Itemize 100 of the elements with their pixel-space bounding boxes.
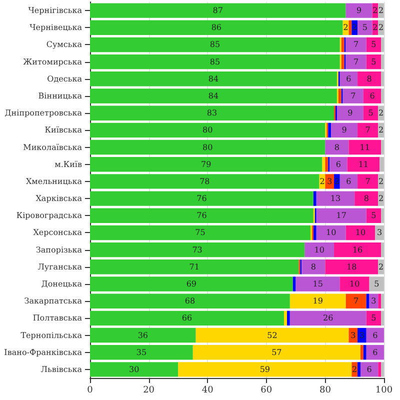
data-label: 6 [366,364,372,374]
data-label: 3 [377,228,382,238]
data-label: 84 [208,92,219,100]
data-label: 5 [374,280,380,288]
data-label: 80 [202,142,213,152]
data-label: 6 [346,176,352,186]
data-label: 7 [350,92,356,100]
data-label: 84 [208,74,219,84]
data-label: 17 [336,211,346,220]
y-tick-label: Миколаївська [23,142,82,152]
data-label: 75 [195,228,206,238]
x-tick-label: 20 [143,386,155,396]
y-tick-label: Івано-Франківська [4,348,82,357]
data-label: 10 [350,280,360,288]
data-label: 6 [336,160,341,169]
data-label: 10 [355,228,366,238]
data-label: 2 [352,23,358,32]
data-label: 3 [359,330,364,340]
data-label: 85 [210,40,220,50]
data-label: 76 [196,211,207,220]
data-label: 5 [371,211,376,220]
data-label: 5 [371,314,376,323]
data-label: 13 [330,194,341,204]
data-label: 86 [211,23,222,32]
data-label: 8 [310,262,316,272]
y-tick-label: Чернігівська [28,6,82,16]
data-label: 69 [186,280,197,288]
data-label: 2 [378,6,384,16]
data-label: 73 [192,245,202,254]
data-label: 8 [364,194,369,204]
data-label: 3 [327,176,332,186]
data-label: 2 [372,23,378,32]
data-label: 5 [371,40,376,50]
data-label: 2 [352,364,358,374]
y-tick-label: Дніпропетровська [4,108,82,118]
data-label: 5 [362,23,368,32]
y-tick-label: Сумська [46,40,82,50]
y-tick-label: Київська [44,126,82,135]
data-label: 2 [343,23,348,32]
data-label: 2 [372,6,378,16]
data-label: 8 [334,142,340,152]
data-label: 87 [212,6,223,16]
data-label: 5 [371,57,376,66]
data-label: 83 [206,108,218,118]
data-label: 7 [365,126,370,135]
data-label: 8 [366,74,372,84]
y-tick-label: Закарпатська [24,296,82,306]
y-tick-label: Херсонська [33,228,82,238]
y-tick-label: Житомирська [23,57,82,66]
data-label: 57 [272,348,282,357]
y-tick-label: Харківська [36,194,82,204]
data-label: 2 [378,23,384,32]
data-label: 36 [138,330,148,340]
data-label: 52 [267,330,278,340]
data-label: 68 [184,296,196,306]
data-label: 10 [326,228,336,238]
y-tick-label: Запорізька [36,245,82,254]
data-label: 10 [314,245,324,254]
y-tick-label: Одеська [47,74,82,84]
data-label: 2 [334,176,340,186]
data-label: 7 [354,40,359,50]
data-label: 76 [196,194,207,204]
data-label: 5 [368,108,374,118]
data-label: 78 [200,176,210,186]
data-label: 7 [365,176,370,186]
data-label: 66 [182,314,192,323]
y-tick-label: Полтавська [32,314,82,323]
data-label: 7 [354,57,359,66]
y-tick-label: м.Київ [54,160,82,169]
data-label: 59 [260,364,270,374]
data-label: 26 [323,314,334,323]
data-label: 18 [346,262,357,272]
data-label: 6 [372,348,378,357]
data-label: 3 [350,330,356,340]
y-tick-label: Вінницька [38,92,82,100]
x-tick-label: 40 [202,386,214,396]
x-tick-label: 60 [260,386,272,396]
data-label: 11 [360,142,370,152]
y-tick-label: Львівська [40,364,82,374]
data-label: 6 [346,74,352,84]
x-tick-label: 80 [319,386,332,396]
data-label: 79 [201,160,212,169]
x-tick-label: 100 [375,386,393,396]
data-label: 6 [370,92,375,100]
data-label: 9 [348,108,353,118]
data-label: 80 [202,126,213,135]
data-label: 2 [320,176,325,186]
data-label: 35 [136,348,147,357]
data-label: 9 [342,126,347,135]
data-label: 6 [372,330,378,340]
data-label: 11 [358,160,369,169]
data-label: 15 [312,280,323,288]
y-tick-label: Чернівецька [30,23,82,32]
data-label: 2 [378,194,384,204]
data-label: 2 [378,108,384,118]
data-label: 2 [378,262,384,272]
data-label: 85 [210,57,220,66]
y-tick-label: Луганська [38,262,82,272]
x-tick-label: 0 [87,386,94,396]
y-tick-label: Хмельницька [26,176,82,186]
